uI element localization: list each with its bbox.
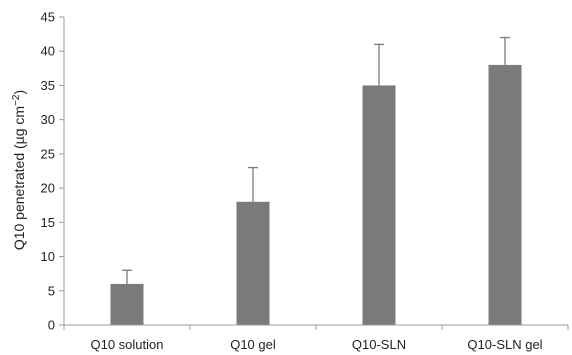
y-tick-label: 45 xyxy=(41,10,55,25)
bars xyxy=(110,36,522,326)
y-tick-label: 20 xyxy=(41,181,55,196)
x-tick-label: Q10 gel xyxy=(230,337,276,352)
y-tick-label: 15 xyxy=(41,215,55,230)
x-axis: Q10 solution Q10 gel Q10-SLN Q10-SLN gel xyxy=(63,324,569,352)
y-tick-label: 0 xyxy=(48,318,55,333)
x-tick-label: Q10-SLN xyxy=(352,337,406,352)
bar xyxy=(236,201,270,325)
y-tick-label: 40 xyxy=(41,44,55,59)
y-axis: 0 5 10 15 20 25 30 35 40 45 xyxy=(41,10,65,333)
x-tick-label: Q10-SLN gel xyxy=(467,337,542,352)
bar xyxy=(110,283,144,325)
y-axis-label-sup: −2 xyxy=(11,94,22,106)
y-tick-label: 30 xyxy=(41,112,55,127)
y-tick-label: 25 xyxy=(41,146,55,161)
bar xyxy=(362,85,396,325)
y-axis-label: Q10 penetrated (µg cm−2) xyxy=(11,90,28,250)
bar xyxy=(488,64,522,326)
y-axis-label-end: ) xyxy=(11,90,27,95)
x-tick-label: Q10 solution xyxy=(91,337,164,352)
y-tick-label: 5 xyxy=(48,283,55,298)
y-tick-label: 35 xyxy=(41,78,55,93)
y-axis-label-main: Q10 penetrated (µg cm xyxy=(11,106,27,250)
y-tick-label: 10 xyxy=(41,249,55,264)
